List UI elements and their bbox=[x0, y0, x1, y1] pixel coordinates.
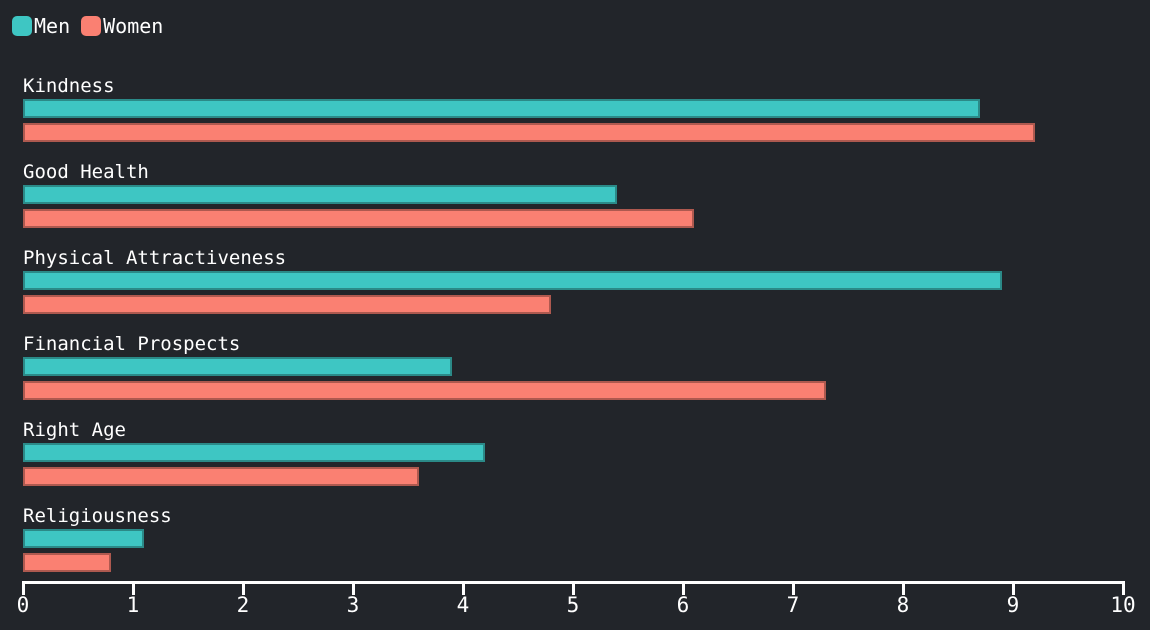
x-axis-tick-label: 4 bbox=[456, 593, 470, 617]
bar-group: Right Age bbox=[23, 420, 485, 486]
bar-women bbox=[23, 295, 551, 314]
x-axis-tick bbox=[22, 581, 25, 595]
x-axis-tick bbox=[902, 581, 905, 595]
bar-men bbox=[23, 271, 1002, 290]
bar-women bbox=[23, 467, 419, 486]
x-axis-tick-label: 9 bbox=[1006, 593, 1020, 617]
x-axis-tick-label: 7 bbox=[786, 593, 800, 617]
bar-group: Kindness bbox=[23, 76, 1035, 142]
x-axis-tick bbox=[682, 581, 685, 595]
bar-men bbox=[23, 99, 980, 118]
x-axis-tick bbox=[1122, 581, 1125, 595]
x-axis-tick bbox=[462, 581, 465, 595]
bar-men bbox=[23, 443, 485, 462]
legend: Men Women bbox=[12, 16, 163, 36]
x-axis-tick bbox=[352, 581, 355, 595]
bar-group: Financial Prospects bbox=[23, 334, 826, 400]
x-axis-tick-label: 6 bbox=[676, 593, 690, 617]
category-label: Financial Prospects bbox=[23, 333, 241, 355]
category-label: Physical Attractiveness bbox=[23, 247, 287, 269]
x-axis-tick-label: 8 bbox=[896, 593, 910, 617]
x-axis-tick bbox=[242, 581, 245, 595]
bar-women bbox=[23, 209, 694, 228]
x-axis-tick bbox=[1012, 581, 1015, 595]
x-axis-tick-label: 0 bbox=[16, 593, 30, 617]
legend-item-women: Women bbox=[81, 16, 163, 36]
x-axis-tick bbox=[792, 581, 795, 595]
bar-group: Good Health bbox=[23, 162, 694, 228]
category-label: Right Age bbox=[23, 419, 126, 441]
x-axis-tick-label: 3 bbox=[346, 593, 360, 617]
men-swatch-icon bbox=[12, 16, 32, 36]
bar-women bbox=[23, 381, 826, 400]
x-axis-tick-label: 1 bbox=[126, 593, 140, 617]
x-axis-tick bbox=[572, 581, 575, 595]
x-axis-tick-label: 5 bbox=[566, 593, 580, 617]
bar-group: Physical Attractiveness bbox=[23, 248, 1002, 314]
bar-women bbox=[23, 553, 111, 572]
legend-label: Women bbox=[103, 14, 164, 38]
x-axis-tick-label: 2 bbox=[236, 593, 250, 617]
x-axis-tick-label: 10 bbox=[1110, 593, 1136, 617]
women-swatch-icon bbox=[81, 16, 102, 36]
legend-item-men: Men bbox=[12, 16, 70, 36]
bar-group: Religiousness bbox=[23, 506, 172, 572]
category-label: Kindness bbox=[23, 75, 115, 97]
bar-women bbox=[23, 123, 1035, 142]
category-label: Religiousness bbox=[23, 505, 172, 527]
bar-men bbox=[23, 357, 452, 376]
bar-men bbox=[23, 529, 144, 548]
category-label: Good Health bbox=[23, 161, 149, 183]
legend-label: Men bbox=[34, 14, 71, 38]
bar-men bbox=[23, 185, 617, 204]
x-axis-tick bbox=[132, 581, 135, 595]
